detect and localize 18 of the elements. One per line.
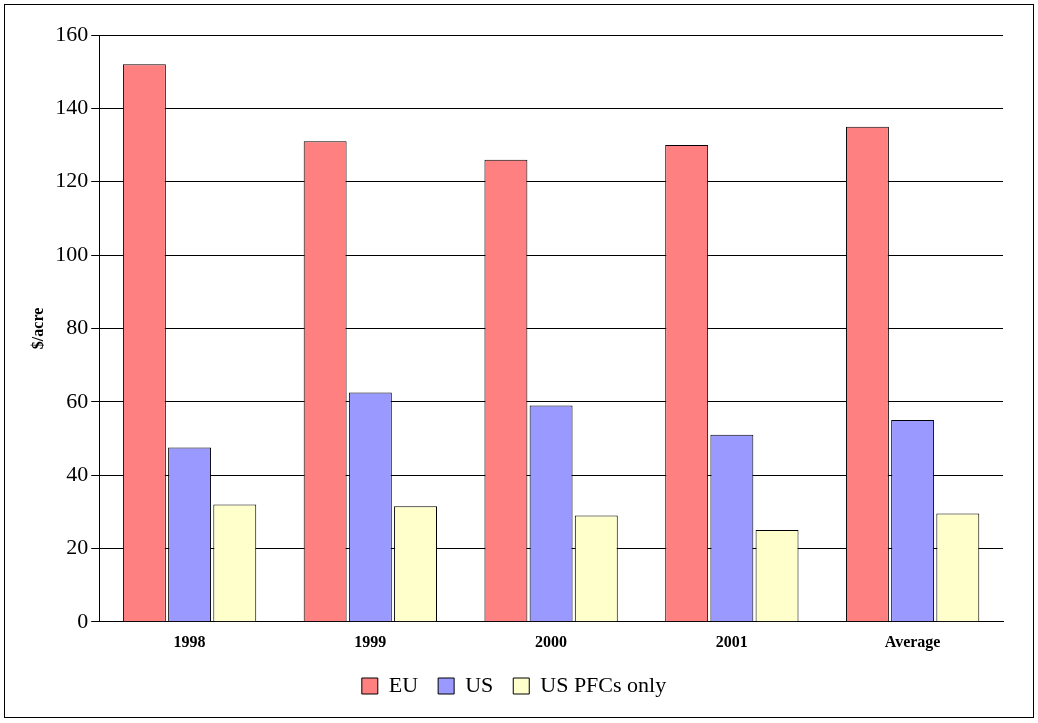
x-tick-label: 1998	[173, 632, 206, 650]
x-tick-label: Average	[884, 632, 941, 651]
y-tick-label: 120	[55, 167, 89, 193]
y-tick-label: 80	[66, 314, 89, 340]
legend-label: US PFCs only	[540, 671, 667, 697]
y-tick-label: 160	[55, 20, 89, 46]
y-axis-title: $/acre	[28, 307, 46, 350]
y-tick-label: 60	[66, 387, 89, 413]
legend-label: EU	[388, 671, 419, 697]
x-tick-label: 2001	[715, 632, 748, 650]
x-tick-label: 2000	[535, 632, 568, 650]
y-tick-label: 0	[77, 607, 89, 633]
legend-label: US	[465, 671, 494, 697]
y-tick-label: 40	[66, 460, 89, 486]
y-tick-label: 20	[66, 534, 89, 560]
y-tick-label: 100	[55, 240, 89, 266]
y-tick-label: 140	[55, 94, 89, 120]
x-tick-label: 1999	[354, 632, 387, 650]
